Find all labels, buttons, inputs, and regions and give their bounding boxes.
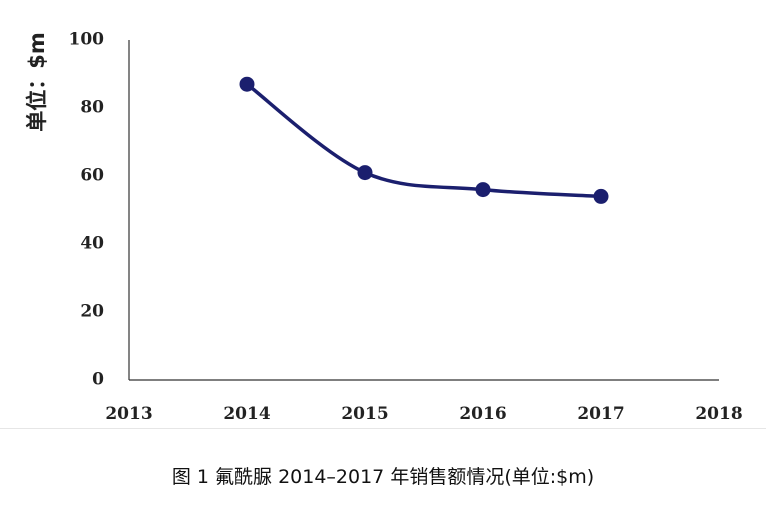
series-group	[239, 76, 609, 204]
y-tick-label: 20	[80, 302, 104, 322]
x-ticks: 2013 2014 2015 2016 2017 2018	[105, 404, 742, 424]
caption-divider	[0, 428, 766, 429]
data-point	[593, 188, 609, 204]
x-tick-label: 2018	[695, 404, 742, 424]
data-point	[357, 165, 373, 181]
x-tick-label: 2013	[105, 404, 152, 424]
y-ticks: 0 20 40 60 80 100	[69, 30, 105, 390]
y-axis-label: 单位：$m	[25, 32, 49, 132]
y-tick-label: 80	[80, 98, 104, 118]
y-axis-title: 单位：$m	[25, 32, 49, 132]
x-tick-label: 2016	[459, 404, 506, 424]
data-point	[239, 76, 255, 92]
x-tick-label: 2014	[223, 404, 270, 424]
y-tick-label: 100	[69, 30, 105, 50]
data-point	[475, 182, 491, 198]
series-line	[245, 82, 603, 199]
y-tick-label: 40	[80, 234, 104, 254]
y-tick-label: 60	[80, 166, 104, 186]
x-tick-label: 2017	[577, 404, 624, 424]
x-tick-label: 2015	[341, 404, 388, 424]
y-tick-label: 0	[92, 370, 104, 390]
figure-caption: 图 1 氟酰脲 2014–2017 年销售额情况(单位:$m)	[171, 466, 595, 488]
